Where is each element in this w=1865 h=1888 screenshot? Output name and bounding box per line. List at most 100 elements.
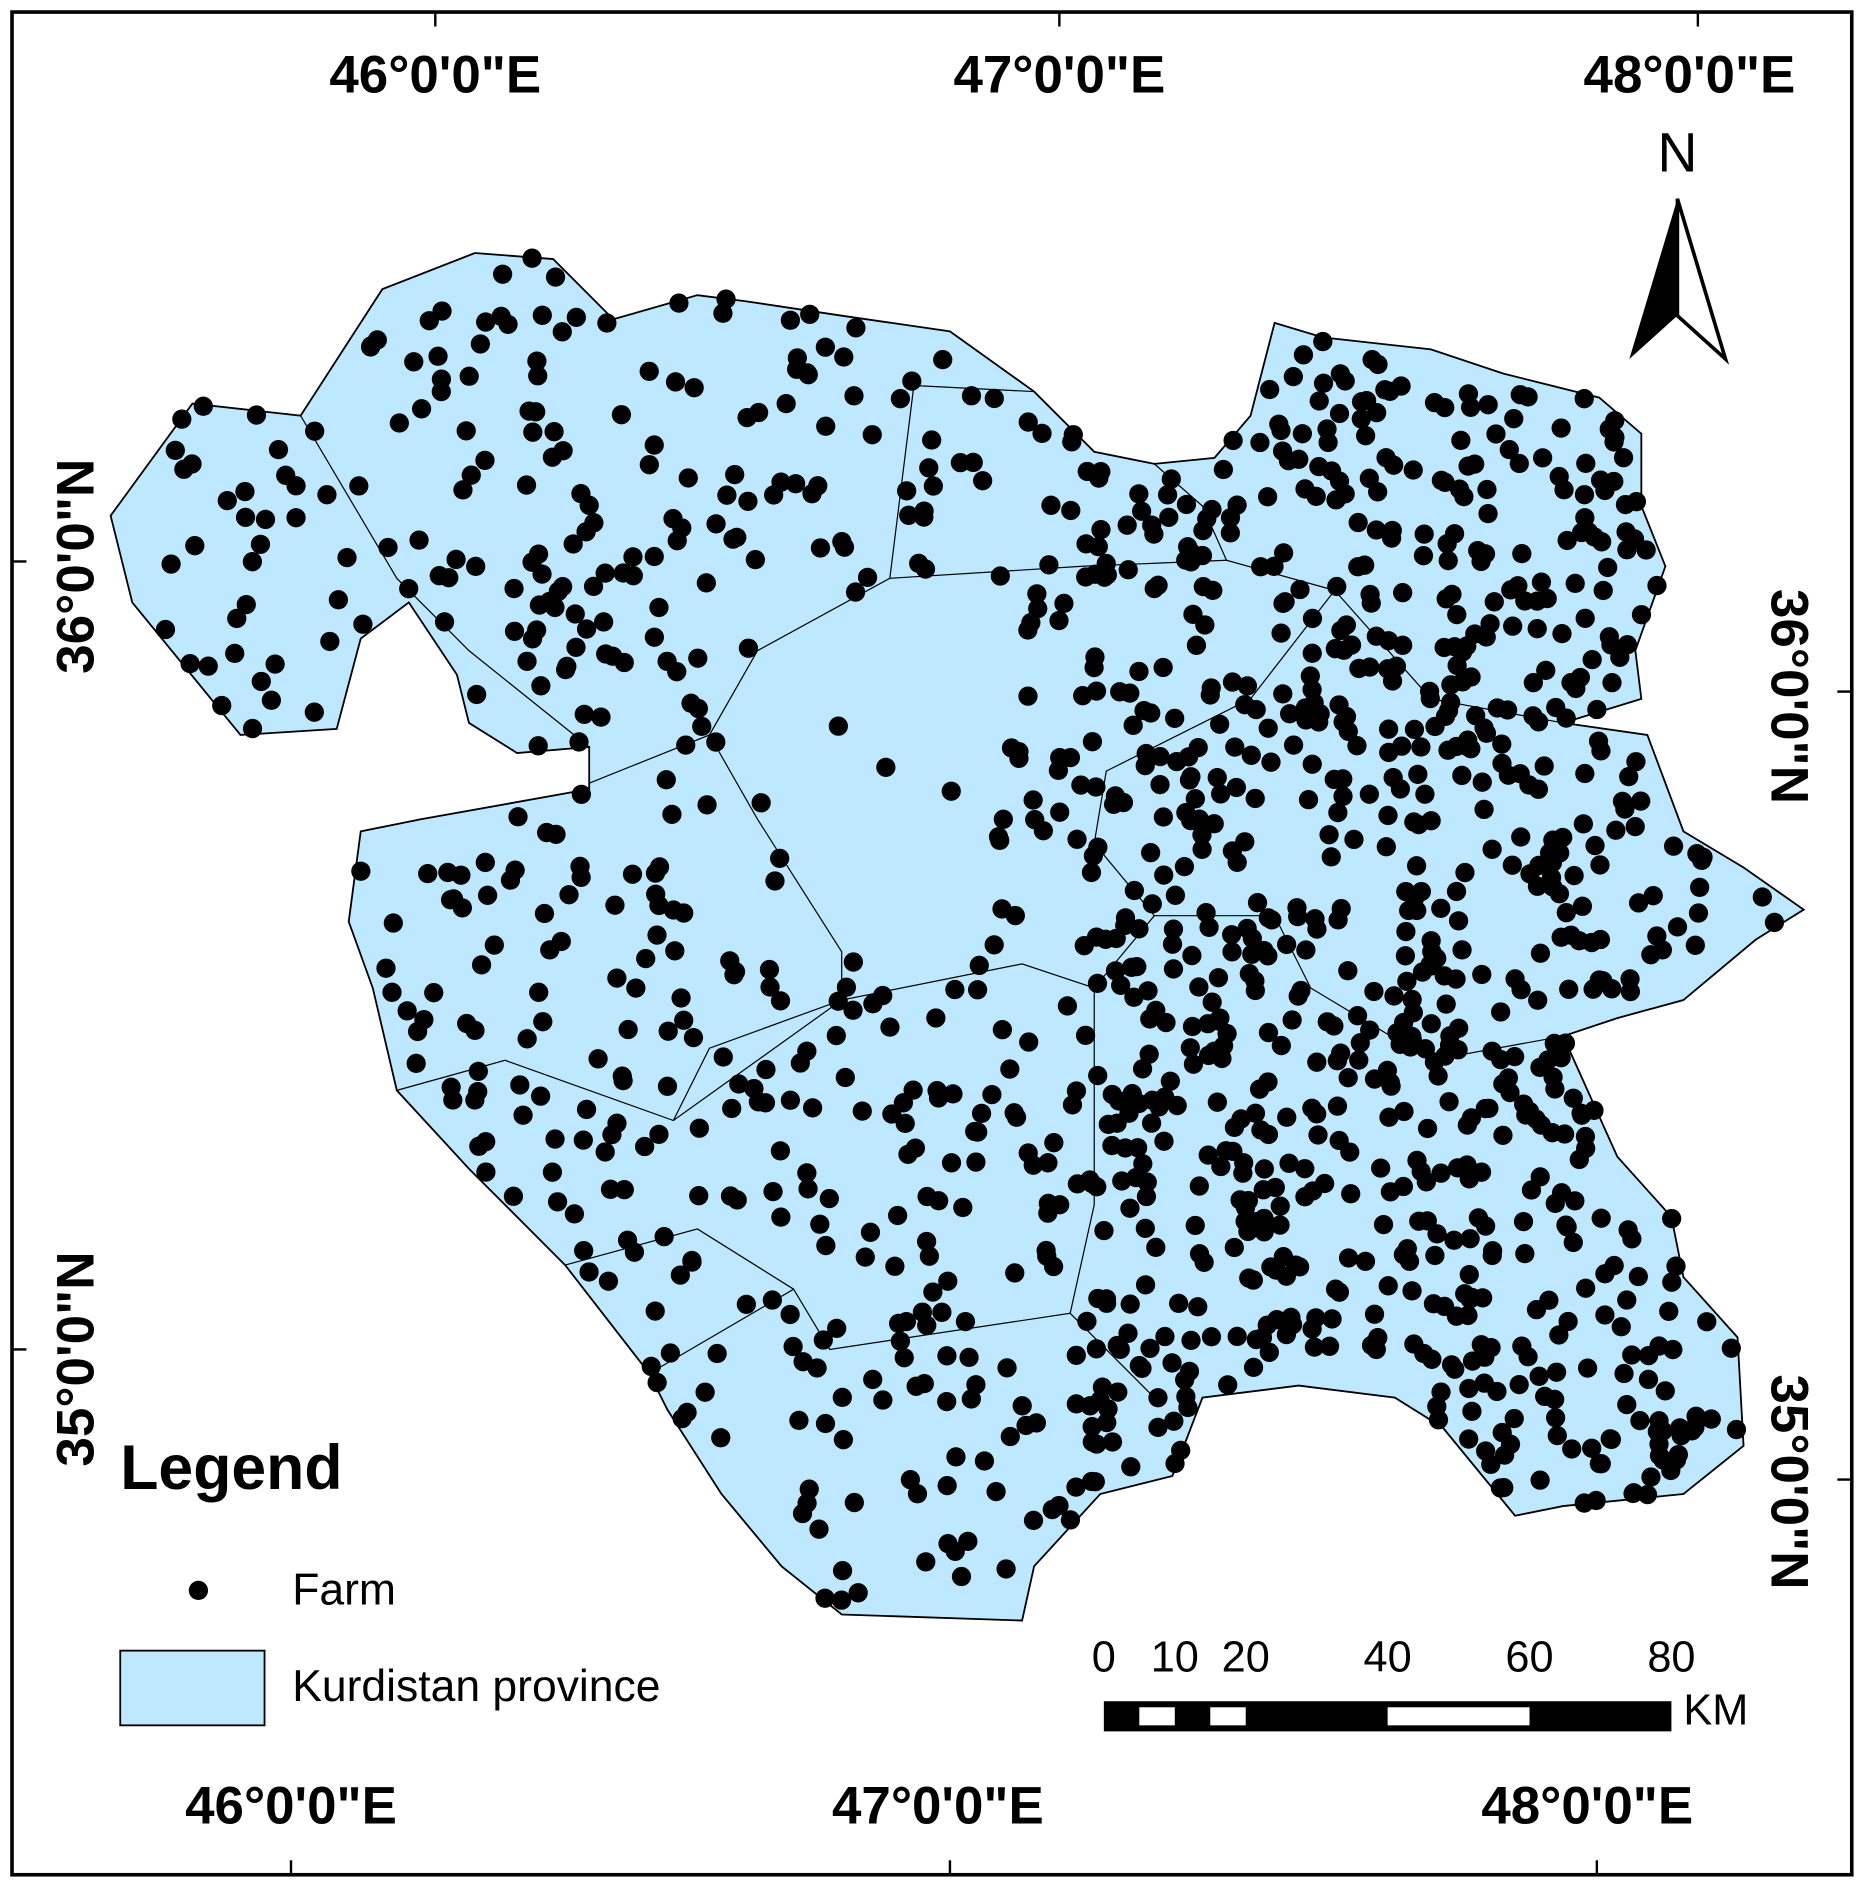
- farm-point: [1462, 1351, 1483, 1371]
- farm-point: [996, 1559, 1016, 1579]
- farm-point: [776, 393, 796, 414]
- farm-point: [1054, 593, 1074, 614]
- farm-point: [595, 1142, 615, 1162]
- graticule-ticks: [12, 12, 1852, 1875]
- farm-point: [828, 716, 848, 736]
- farm-point: [155, 619, 176, 640]
- scale-label: 60: [1505, 1634, 1553, 1682]
- farm-point: [1376, 837, 1396, 857]
- farm-point: [1476, 1441, 1496, 1461]
- graticule-label: 36°0'0"N: [46, 459, 105, 674]
- farm-point: [1459, 1169, 1479, 1189]
- farm-point: [1652, 940, 1673, 960]
- farm-point: [1457, 636, 1477, 656]
- farm-point: [1394, 1101, 1414, 1122]
- farm-point: [1179, 770, 1200, 790]
- farm-point: [1577, 1358, 1598, 1378]
- scale-segment: [1387, 1707, 1530, 1726]
- farm-point: [265, 654, 285, 674]
- farm-point: [1153, 657, 1173, 678]
- farm-point: [1595, 1264, 1615, 1284]
- farm-point: [1611, 1317, 1631, 1337]
- farm-point: [1659, 1301, 1679, 1321]
- farm-point: [1438, 700, 1459, 721]
- farm-point: [1254, 1159, 1274, 1179]
- farm-point: [1118, 1323, 1138, 1343]
- farm-point: [826, 1025, 846, 1046]
- farm-point: [1296, 940, 1316, 960]
- farm-point: [527, 351, 547, 371]
- farm-point: [1509, 1374, 1529, 1395]
- farm-point: [1542, 852, 1563, 873]
- farm-point: [1515, 1244, 1535, 1264]
- farm-point: [1222, 672, 1243, 692]
- farm-point: [1348, 512, 1368, 533]
- farm-point: [688, 648, 708, 668]
- farm-point: [1239, 964, 1259, 984]
- farm-point: [453, 480, 473, 500]
- farm-point: [459, 366, 479, 386]
- farm-point: [636, 948, 656, 969]
- farm-point: [251, 671, 271, 692]
- farm-point: [461, 465, 481, 485]
- farm-point: [1057, 996, 1078, 1016]
- farm-point: [1462, 1401, 1482, 1422]
- farm-point: [1000, 1059, 1020, 1079]
- farm-point: [1662, 1208, 1682, 1229]
- scale-label: 20: [1222, 1634, 1270, 1682]
- farm-point: [1653, 1421, 1673, 1441]
- farm-point: [1449, 1018, 1469, 1038]
- farm-point: [969, 955, 989, 976]
- farm-point: [727, 1190, 747, 1210]
- farm-point: [1378, 659, 1398, 679]
- farm-point: [1309, 391, 1329, 411]
- farm-point: [242, 718, 263, 739]
- farm-point: [789, 1410, 809, 1431]
- farm-point: [1546, 697, 1566, 718]
- farm-point: [770, 991, 791, 1011]
- farm-point: [1601, 635, 1621, 655]
- farm-point: [1324, 1016, 1344, 1036]
- farm-point: [1752, 887, 1772, 907]
- legend-farm-symbol: [188, 1580, 209, 1601]
- farm-point: [663, 900, 684, 920]
- farm-point: [304, 702, 324, 722]
- farm-point: [1574, 485, 1595, 505]
- farm-point: [399, 579, 419, 599]
- farm-point: [1617, 1394, 1637, 1415]
- farm-point: [974, 1451, 995, 1471]
- farm-point: [185, 536, 205, 556]
- farm-point: [1105, 961, 1126, 981]
- farm-point: [890, 1331, 911, 1351]
- farm-point: [227, 608, 247, 629]
- farm-point: [1019, 1032, 1039, 1052]
- farm-point: [896, 1311, 917, 1332]
- farm-point: [692, 716, 712, 737]
- farm-point: [1620, 969, 1640, 989]
- farm-point: [738, 491, 758, 511]
- farm-point: [644, 546, 664, 567]
- farm-point: [783, 1336, 803, 1357]
- farm-point: [1649, 1336, 1669, 1356]
- legend-item: Kurdistan province: [292, 1662, 660, 1711]
- farm-point: [670, 1265, 690, 1285]
- farm-point: [873, 1390, 893, 1410]
- farm-point: [649, 895, 669, 916]
- farm-point: [378, 537, 398, 558]
- farm-point: [1211, 1156, 1231, 1177]
- farm-point: [1313, 331, 1333, 352]
- farm-point: [1502, 855, 1522, 875]
- farm-point: [1459, 1429, 1479, 1449]
- farm-point: [968, 1122, 988, 1142]
- farm-point: [744, 1078, 764, 1099]
- farm-point: [583, 576, 604, 597]
- farm-point: [1327, 576, 1347, 597]
- farm-point: [683, 1027, 704, 1048]
- farm-point: [1574, 389, 1594, 409]
- farm-point: [1411, 881, 1432, 902]
- farm-point: [1565, 573, 1585, 594]
- farm-point: [657, 651, 677, 671]
- farm-point: [797, 1163, 817, 1183]
- farm-point: [476, 312, 496, 332]
- farm-point: [1126, 1167, 1146, 1188]
